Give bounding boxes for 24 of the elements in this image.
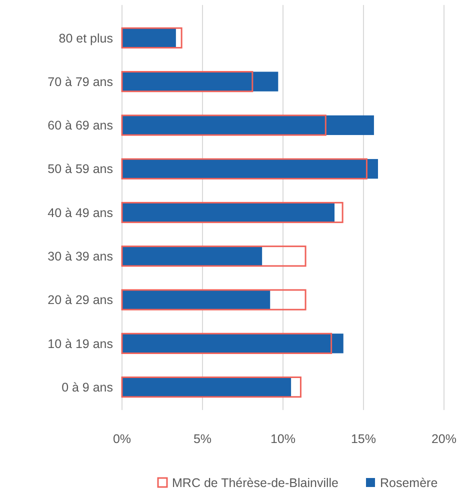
- x-tick-label: 10%: [270, 432, 296, 446]
- y-tick-label: 20 à 29 ans: [48, 293, 113, 308]
- legend-label: MRC de Thérèse-de-Blainville: [172, 476, 339, 490]
- y-tick-label: 60 à 69 ans: [48, 118, 113, 133]
- legend-label: Rosemère: [380, 476, 438, 490]
- y-tick-label: 10 à 19 ans: [48, 336, 113, 351]
- bar: [121, 289, 306, 310]
- y-tick-label: 80 et plus: [58, 31, 113, 46]
- x-tick-label: 15%: [350, 432, 376, 446]
- x-tick-label: 20%: [431, 432, 457, 446]
- bar: [121, 70, 254, 92]
- y-tick-label: 30 à 39 ans: [48, 250, 113, 264]
- y-tick-label: 50 à 59 ans: [48, 162, 113, 176]
- x-tick-label: 0%: [112, 432, 132, 446]
- bar: [122, 290, 270, 310]
- bar: [121, 27, 182, 48]
- y-tick-label: 40 à 49 ans: [48, 206, 113, 220]
- x-tick-label: 5%: [193, 432, 212, 446]
- bar: [121, 114, 326, 136]
- bar: [122, 246, 262, 266]
- y-tick-label: 70 à 79 ans: [48, 74, 113, 89]
- bar: [121, 246, 306, 267]
- y-tick-label: 0 à 9 ans: [62, 380, 113, 394]
- bar: [122, 115, 374, 136]
